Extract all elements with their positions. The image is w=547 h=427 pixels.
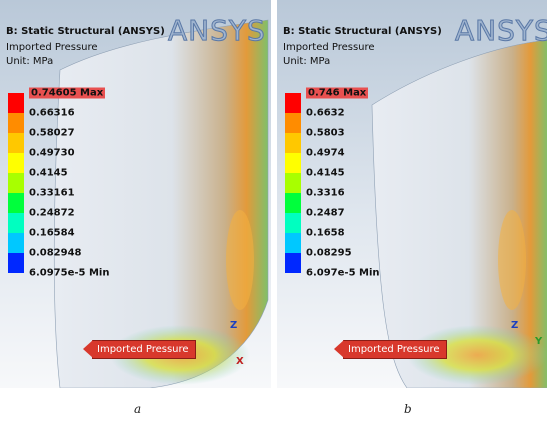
viewport-panel: B: Static Structural (ANSYS) Imported Pre… [0,0,271,388]
legend-label: 0.4145 [29,168,68,179]
result-title: B: Static Structural (ANSYS) [6,26,165,37]
legend-label: 0.2487 [306,208,345,219]
color-bar [285,93,301,273]
probe-tag: Imported Pressure [343,340,447,359]
result-title: B: Static Structural (ANSYS) [283,26,442,37]
legend-label: 6.0975e-5 Min [29,268,109,279]
legend-label: 0.3316 [306,188,345,199]
legend-label: 0.1658 [306,228,345,239]
axis-label: X [236,356,244,367]
color-band [8,233,24,253]
color-band [285,233,301,253]
color-band [285,93,301,113]
legend-label: 0.746 Max [306,88,368,99]
legend-label: 0.4145 [306,168,345,179]
color-band [285,153,301,173]
ansys-logo: ANSYS [168,14,266,47]
color-band [8,253,24,273]
legend-label: 0.58027 [29,128,75,139]
color-band [285,113,301,133]
legend-label: 0.49730 [29,148,75,159]
color-band [285,213,301,233]
color-band [285,253,301,273]
axis-label: Z [511,320,518,331]
color-band [8,153,24,173]
color-band [285,173,301,193]
legend-label: 0.08295 [306,248,352,259]
result-subtitle: Imported Pressure [6,42,98,53]
legend-label: 0.082948 [29,248,82,259]
legend-label: 0.24872 [29,208,75,219]
color-band [8,133,24,153]
color-band [8,113,24,133]
color-band [285,193,301,213]
legend-label: 0.16584 [29,228,75,239]
legend-label: 0.33161 [29,188,75,199]
result-unit: Unit: MPa [6,56,53,67]
color-band [8,193,24,213]
legend-label: 0.74605 Max [29,88,105,99]
figure: B: Static Structural (ANSYS) Imported Pre… [0,0,547,427]
axis-label: Z [230,320,237,331]
color-band [8,173,24,193]
result-unit: Unit: MPa [283,56,330,67]
result-subtitle: Imported Pressure [283,42,375,53]
legend-label: 6.097e-5 Min [306,268,380,279]
color-band [8,93,24,113]
axis-label: Y [535,336,542,347]
legend-label: 0.4974 [306,148,345,159]
legend-label: 0.5803 [306,128,345,139]
legend-label: 0.66316 [29,108,75,119]
panel-caption: b [404,402,412,416]
probe-tag: Imported Pressure [92,340,196,359]
panel-caption: a [134,402,141,416]
viewport-panel: B: Static Structural (ANSYS) Imported Pre… [277,0,547,388]
color-band [285,133,301,153]
legend-label: 0.6632 [306,108,345,119]
color-bar [8,93,24,273]
color-band [8,213,24,233]
ansys-logo: ANSYS [455,14,547,47]
